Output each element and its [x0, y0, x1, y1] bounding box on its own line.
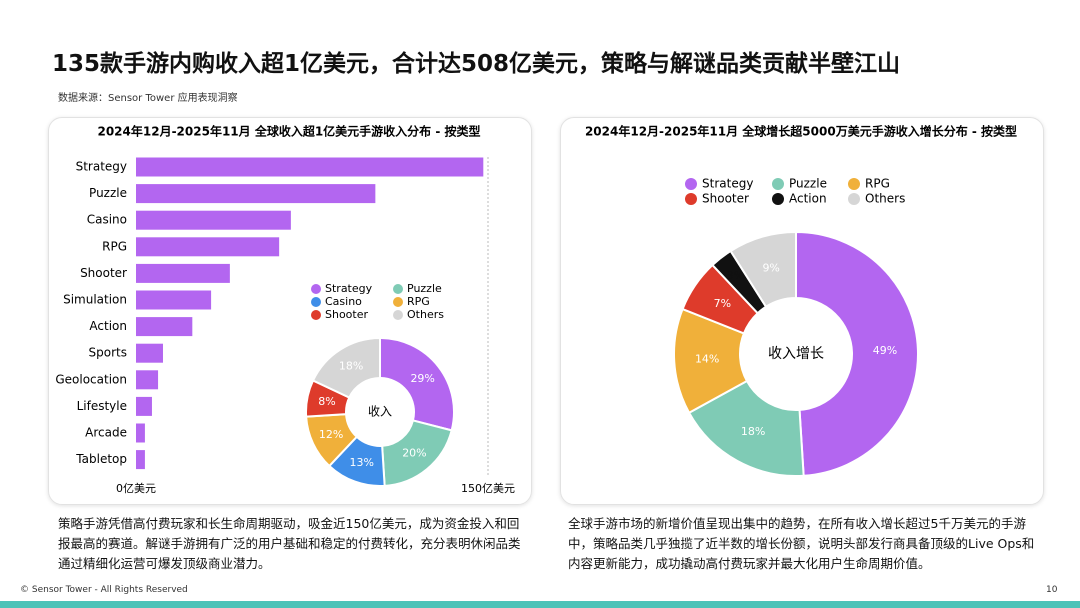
legend-swatch	[685, 178, 697, 190]
data-label: 9%	[762, 262, 779, 275]
legend-swatch	[848, 193, 860, 205]
copyright: © Sensor Tower - All Rights Reserved	[20, 585, 188, 595]
legend-label: RPG	[865, 177, 890, 191]
bar	[136, 263, 230, 283]
pie-slice	[311, 336, 381, 399]
bar	[136, 370, 159, 390]
legend-label: Action	[789, 192, 827, 206]
data-label: 18%	[339, 359, 363, 372]
legend-swatch	[685, 193, 697, 205]
bar	[136, 290, 212, 310]
data-label: 20%	[402, 447, 426, 460]
y-tick-label: Action	[89, 319, 127, 333]
bar	[136, 317, 193, 337]
center-label: 收入增长	[768, 346, 824, 362]
chart-title: 2024年12月-2025年11月 全球收入超1亿美元手游收入分布 - 按类型	[97, 124, 480, 139]
legend-swatch	[311, 284, 321, 294]
chart-title: 2024年12月-2025年11月 全球增长超5000万美元手游收入增长分布 -…	[585, 124, 1017, 139]
pie-slice	[795, 230, 919, 477]
bar	[136, 184, 376, 204]
description: 策略手游凭借高付费玩家和长生命周期驱动，吸金近150亿美元，成为资金投入和回报最…	[58, 516, 521, 571]
y-tick-label: Shooter	[80, 266, 127, 280]
bar	[136, 157, 484, 177]
y-tick-label: Arcade	[85, 426, 127, 440]
panel	[48, 117, 532, 505]
y-tick-label: Tabletop	[75, 452, 127, 466]
x-tick-label: 0亿美元	[116, 482, 156, 495]
bar	[136, 450, 145, 470]
legend-label: RPG	[407, 295, 430, 308]
legend-swatch	[311, 297, 321, 307]
legend-swatch	[393, 310, 403, 320]
y-tick-label: RPG	[102, 239, 127, 253]
legend-swatch	[393, 297, 403, 307]
y-tick-label: Sports	[89, 346, 127, 360]
legend-label: Puzzle	[407, 282, 442, 295]
data-label: 3%	[727, 269, 744, 282]
legend-label: Others	[865, 192, 905, 206]
pie-slice	[379, 336, 455, 432]
source: 数据来源：Sensor Tower 应用表现洞察	[58, 93, 238, 104]
y-tick-label: Casino	[87, 213, 127, 227]
center-label: 收入	[368, 405, 392, 419]
legend-label: Shooter	[325, 308, 368, 321]
data-label: 13%	[349, 456, 373, 469]
legend-label: Casino	[325, 295, 362, 308]
y-tick-label: Puzzle	[89, 186, 127, 200]
legend-swatch	[848, 178, 860, 190]
bar	[136, 343, 163, 363]
pie-slice	[729, 230, 797, 309]
data-label: 49%	[873, 344, 897, 357]
y-tick-label: Lifestyle	[77, 399, 127, 413]
data-label: 8%	[318, 395, 335, 408]
legend-swatch	[311, 310, 321, 320]
legend-swatch	[772, 193, 784, 205]
legend-label: Others	[407, 308, 444, 321]
bar	[136, 210, 291, 230]
data-label: 12%	[319, 428, 343, 441]
panel	[560, 117, 1044, 505]
data-label: 29%	[410, 372, 434, 385]
page-number: 10	[1046, 585, 1058, 595]
x-tick-label: 150亿美元	[461, 482, 515, 495]
bar	[136, 423, 145, 443]
legend-label: Shooter	[702, 192, 749, 206]
legend-label: Puzzle	[789, 177, 827, 191]
legend-label: Strategy	[325, 282, 373, 295]
data-label: 7%	[714, 297, 731, 310]
slide-title: 135款手游内购收入超1亿美元，合计达508亿美元，策略与解谜品类贡献半壁江山	[52, 51, 901, 77]
footer-bar	[0, 601, 1080, 608]
bar	[136, 396, 152, 416]
data-label: 14%	[695, 353, 719, 366]
legend-label: Strategy	[702, 177, 753, 191]
bar	[136, 237, 280, 257]
y-tick-label: Geolocation	[55, 372, 127, 386]
data-label: 18%	[741, 425, 765, 438]
y-tick-label: Simulation	[63, 293, 127, 307]
legend-swatch	[772, 178, 784, 190]
description: 全球手游市场的新增价值呈现出集中的趋势，在所有收入增长超过5千万美元的手游中，策…	[568, 516, 1035, 571]
y-tick-label: Strategy	[76, 160, 127, 174]
legend-swatch	[393, 284, 403, 294]
